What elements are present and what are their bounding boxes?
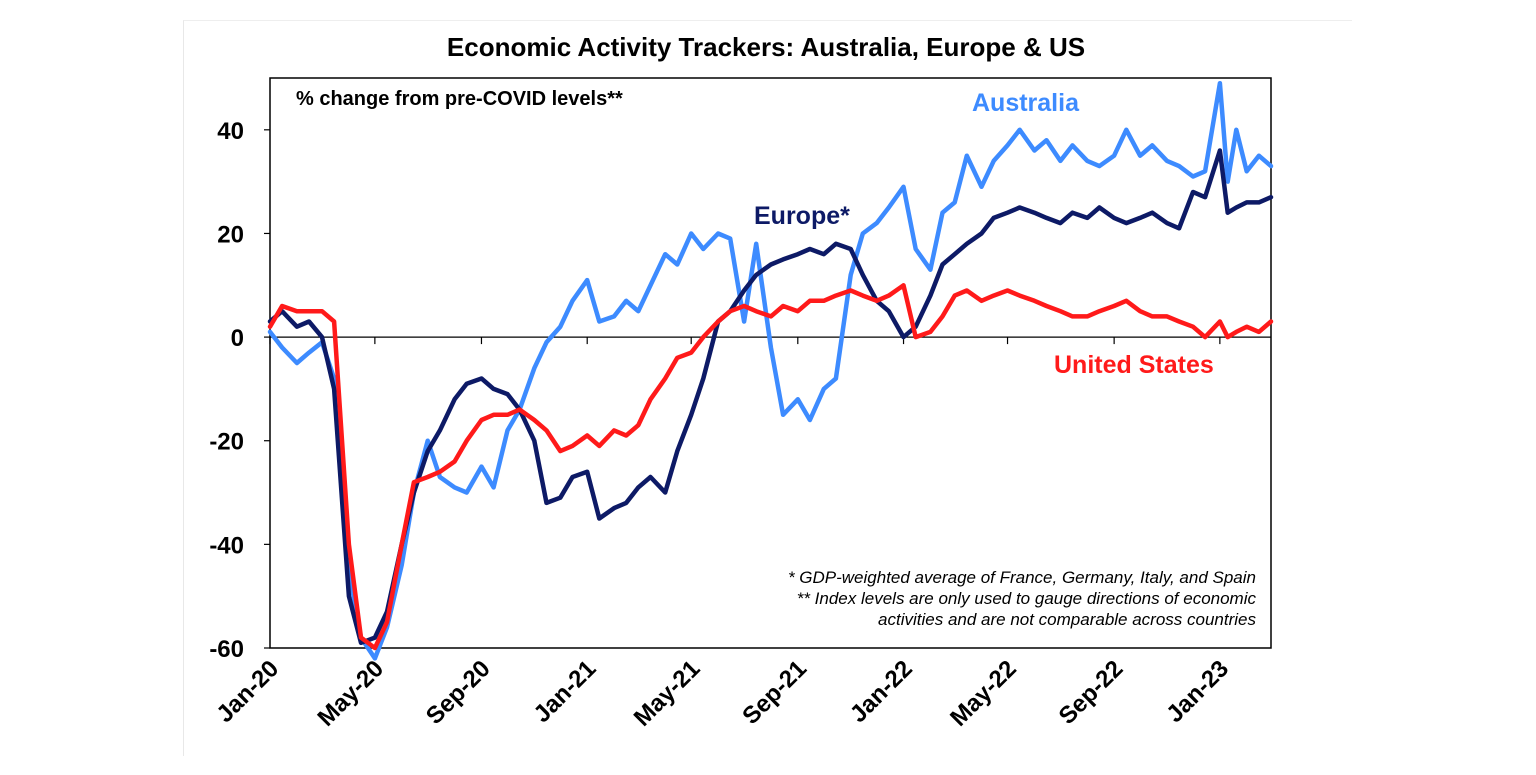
y-tick-label: -60 bbox=[209, 636, 244, 663]
x-tick-label: Sep-20 bbox=[421, 655, 496, 730]
y-tick-label: -40 bbox=[209, 532, 244, 559]
plot-area bbox=[269, 77, 1272, 649]
footnote-1: * GDP-weighted average of France, German… bbox=[788, 568, 1256, 587]
y-tick-label: 40 bbox=[217, 118, 244, 145]
series-label-united-states: United States bbox=[1054, 351, 1214, 379]
x-tick-label: May-20 bbox=[312, 655, 389, 732]
footnote-3: activities and are not comparable across… bbox=[878, 610, 1256, 629]
series-label-europe: Europe* bbox=[754, 202, 850, 230]
x-tick-label: Sep-21 bbox=[737, 655, 812, 730]
y-axis-ticks: -60 -40 -20 0 20 40 bbox=[209, 118, 270, 663]
line-chart: Economic Activity Trackers: Australia, E… bbox=[209, 32, 1274, 732]
y-tick-label: 0 bbox=[231, 325, 244, 352]
series-line-united-states bbox=[267, 283, 1274, 651]
x-tick-label: Jan-23 bbox=[1161, 655, 1234, 728]
x-tick-label: Jan-22 bbox=[845, 655, 918, 728]
x-tick-label: May-21 bbox=[629, 655, 706, 732]
footnote-2: ** Index levels are only used to gauge d… bbox=[797, 589, 1257, 608]
x-tick-label: Jan-20 bbox=[211, 655, 284, 728]
y-tick-label: -20 bbox=[209, 429, 244, 456]
x-tick-label: May-22 bbox=[945, 655, 1022, 732]
series-line-europe bbox=[267, 148, 1274, 646]
chart-frame: Economic Activity Trackers: Australia, E… bbox=[183, 20, 1352, 756]
x-tick-label: Jan-21 bbox=[529, 655, 602, 728]
unit-label: % change from pre-COVID levels** bbox=[296, 88, 623, 110]
chart-title: Economic Activity Trackers: Australia, E… bbox=[447, 32, 1085, 62]
series-label-australia: Australia bbox=[972, 89, 1080, 117]
series-lines bbox=[267, 80, 1274, 661]
x-tick-label: Sep-22 bbox=[1054, 655, 1129, 730]
y-tick-label: 20 bbox=[217, 221, 244, 248]
